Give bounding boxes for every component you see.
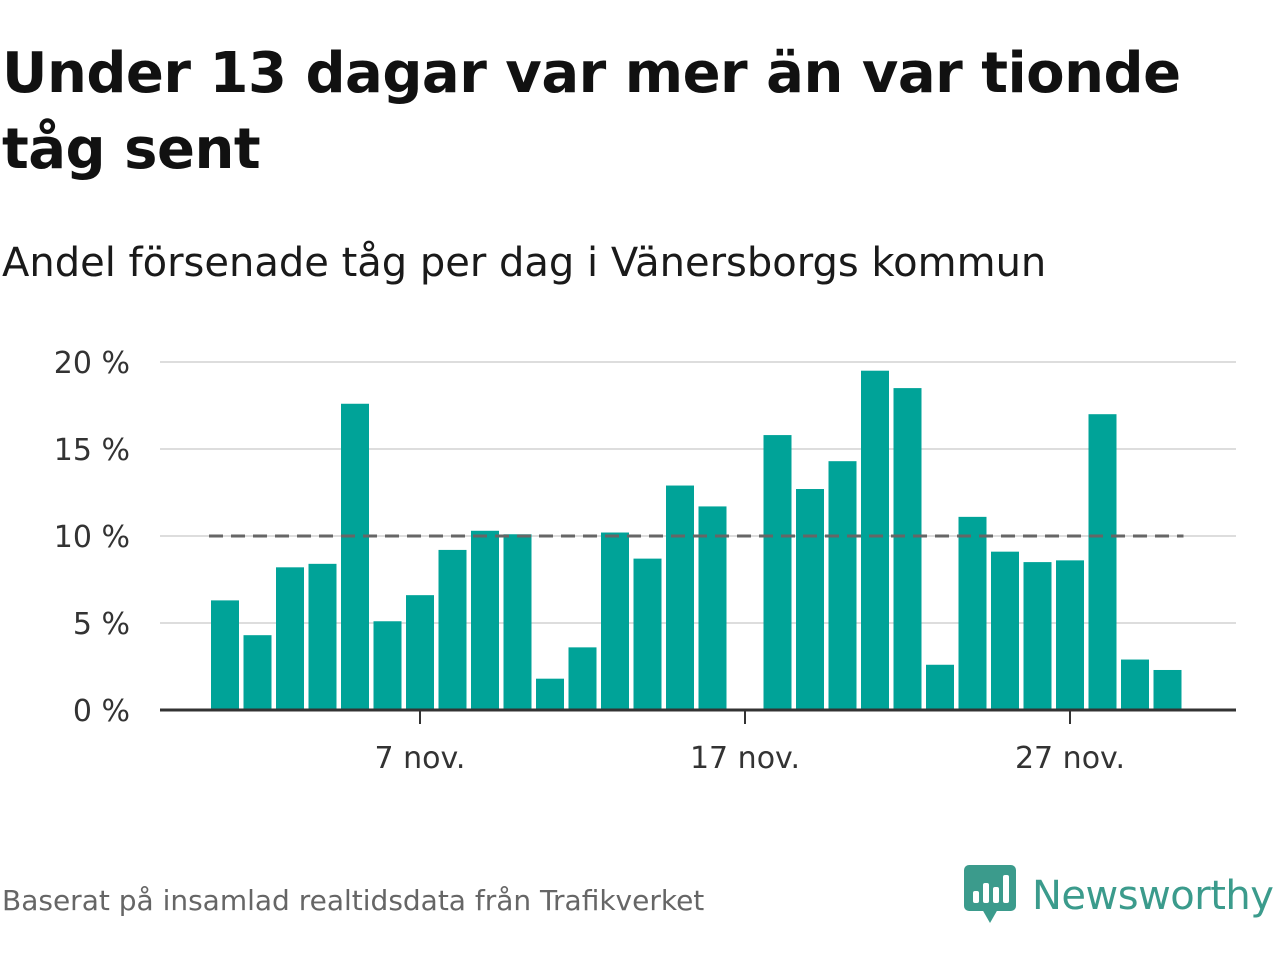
chart-title: Under 13 dagar var mer än var tionde tåg… xyxy=(2,41,1181,182)
bars xyxy=(211,370,1182,710)
bar xyxy=(503,534,532,710)
bar xyxy=(1088,414,1117,710)
bar xyxy=(276,567,304,710)
bar xyxy=(373,621,402,710)
brand-name: Newsworthy xyxy=(1032,873,1274,919)
bar xyxy=(1153,669,1182,710)
bar xyxy=(1056,560,1084,710)
x-tick-label: 7 nov. xyxy=(375,741,466,776)
bar xyxy=(1121,659,1149,710)
bar xyxy=(763,435,792,710)
bar xyxy=(406,595,434,710)
y-tick-label: 15 % xyxy=(54,433,130,468)
y-tick-label: 10 % xyxy=(54,520,130,555)
bar xyxy=(471,530,499,710)
newsworthy-logo-icon xyxy=(964,865,1016,923)
x-tick-label: 27 nov. xyxy=(1015,741,1125,776)
bar xyxy=(796,489,824,710)
bar xyxy=(828,461,857,710)
bar xyxy=(926,664,954,710)
bar xyxy=(633,558,662,710)
bar xyxy=(893,388,922,710)
bar xyxy=(211,600,239,710)
bar xyxy=(438,549,467,710)
bar xyxy=(861,370,889,710)
chart-subtitle: Andel försenade tåg per dag i Vänersborg… xyxy=(2,240,1047,286)
bar xyxy=(1023,562,1052,710)
source-note: Baserat på insamlad realtidsdata från Tr… xyxy=(2,884,705,917)
y-tick-label: 20 % xyxy=(54,346,130,381)
y-axis-ticks: 0 % 5 % 10 % 15 % 20 % xyxy=(54,346,130,729)
bar xyxy=(698,506,727,710)
x-tick-label: 17 nov. xyxy=(690,741,800,776)
bar xyxy=(568,647,597,710)
bar xyxy=(341,403,369,710)
bar xyxy=(243,635,272,710)
bar xyxy=(958,516,987,710)
y-tick-label: 5 % xyxy=(73,607,130,642)
bar xyxy=(536,678,564,710)
y-tick-label: 0 % xyxy=(73,694,130,729)
bar xyxy=(308,563,337,710)
bar xyxy=(991,551,1019,710)
bar-chart: 0 % 5 % 10 % 15 % 20 % 7 nov. 17 nov. 27 nov. xyxy=(54,346,1236,776)
x-axis-ticks: 7 nov. 17 nov. 27 nov. xyxy=(375,710,1125,776)
bar xyxy=(601,532,629,710)
brand-logo[interactable]: Newsworthy xyxy=(964,864,1274,928)
bar xyxy=(666,485,694,710)
